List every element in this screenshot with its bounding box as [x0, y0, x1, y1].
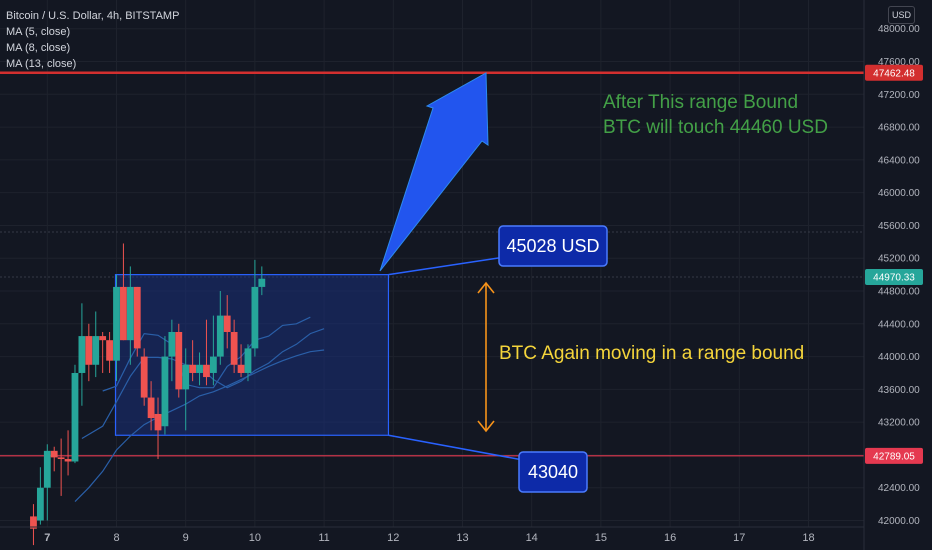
- y-tick-label: 46000.00: [878, 188, 920, 199]
- symbol-title[interactable]: Bitcoin / U.S. Dollar, 4h, BITSTAMP: [6, 10, 180, 22]
- callout-support-label: 43040: [528, 462, 578, 482]
- x-tick-label: 13: [456, 532, 468, 544]
- candle-body: [113, 286, 120, 361]
- x-tick-label: 18: [802, 532, 814, 544]
- y-tick-label: 48000.00: [878, 24, 920, 35]
- note-line-1[interactable]: After This range Bound: [603, 92, 798, 113]
- x-tick-label: 9: [183, 532, 189, 544]
- candle-body: [209, 356, 217, 373]
- double-arrow-head-top: [477, 281, 495, 294]
- ma8-legend[interactable]: MA (8, close): [6, 42, 71, 54]
- candle-body: [50, 450, 58, 458]
- candle-body: [258, 278, 266, 287]
- candle-body: [196, 364, 203, 373]
- y-tick-label: 43600.00: [878, 385, 920, 396]
- x-tick-label: 11: [318, 532, 329, 544]
- candle-body: [85, 336, 93, 365]
- candle-body: [126, 286, 134, 341]
- candle-body: [30, 516, 37, 529]
- candle-body: [133, 286, 141, 349]
- y-tick-label: 46800.00: [878, 123, 920, 134]
- x-tick-label: 12: [387, 532, 399, 544]
- y-tick-label: 45600.00: [878, 221, 920, 232]
- candle-body: [175, 331, 183, 390]
- candle-body: [189, 364, 197, 373]
- y-tick-label: 46400.00: [878, 155, 920, 166]
- currency-button[interactable]: USD: [888, 6, 915, 24]
- callout-line-top: [388, 256, 506, 276]
- price-axis[interactable]: 42000.0042400.0042800.0043200.0043600.00…: [863, 0, 923, 550]
- time-axis[interactable]: 7 8 9 10 11 12 13 14 15 16 17 18: [0, 526, 864, 544]
- candle-body: [251, 286, 259, 349]
- x-tick-label: 16: [664, 532, 676, 544]
- y-tick-label: 47600.00: [878, 57, 920, 68]
- candle-body: [43, 450, 51, 488]
- y-tick-label: 44000.00: [878, 352, 920, 363]
- x-tick-label: 14: [526, 532, 538, 544]
- candle-body: [71, 372, 79, 462]
- candle-body: [36, 487, 44, 521]
- y-tick-label: 43200.00: [878, 418, 920, 429]
- callout-line-bottom: [388, 434, 524, 461]
- ma13-legend[interactable]: MA (13, close): [6, 58, 77, 70]
- candle-body: [78, 336, 86, 373]
- price-tag-support: 42789.05: [873, 451, 915, 462]
- x-tick-label: 8: [113, 532, 119, 544]
- candle-body: [120, 286, 127, 341]
- chart-legend: Bitcoin / U.S. Dollar, 4h, BITSTAMP MA (…: [6, 8, 179, 72]
- candle-body: [237, 364, 245, 373]
- candle-body: [203, 364, 210, 378]
- candle-body: [161, 356, 169, 427]
- candle-body: [244, 348, 252, 373]
- candle-body: [92, 336, 100, 365]
- candle-body: [140, 356, 148, 398]
- callout-resistance-box[interactable]: [498, 225, 608, 267]
- price-tag-last-bg: [865, 269, 923, 286]
- target-arrow[interactable]: [379, 72, 489, 272]
- note-line-2[interactable]: BTC will touch 44460 USD: [603, 117, 828, 138]
- price-tag-last: 44970.33: [873, 273, 915, 284]
- price-tag-resistance-bg: [865, 64, 923, 81]
- double-arrow-head-bottom: [477, 420, 495, 433]
- y-tick-label: 42400.00: [878, 483, 920, 494]
- price-tag-support-bg: [865, 447, 923, 464]
- candle-body: [147, 397, 155, 419]
- x-tick-label: 10: [249, 532, 261, 544]
- callout-support-box[interactable]: [518, 451, 588, 493]
- x-tick-label: 15: [595, 532, 607, 544]
- ma-line: [74, 349, 325, 503]
- candle-body: [106, 340, 113, 361]
- candles: [30, 243, 266, 546]
- y-tick-label: 42000.00: [878, 516, 920, 527]
- x-tick-label: 17: [733, 532, 745, 544]
- candle-body: [223, 315, 231, 332]
- candle-body: [168, 331, 176, 357]
- candle-body: [99, 336, 107, 341]
- candle-body: [154, 413, 162, 431]
- price-tag-resistance: 47462.48: [873, 68, 915, 79]
- candle-body: [182, 364, 190, 390]
- x-tick-label: 7: [44, 532, 50, 544]
- ma5-legend[interactable]: MA (5, close): [6, 26, 71, 38]
- candle-body: [57, 457, 65, 460]
- candle-body: [64, 459, 72, 462]
- y-tick-label: 45200.00: [878, 254, 920, 265]
- y-tick-label: 44800.00: [878, 287, 920, 298]
- candle-body: [230, 331, 238, 365]
- callout-resistance-label: 45028 USD: [506, 236, 599, 256]
- range-note[interactable]: BTC Again moving in a range bound: [499, 343, 804, 364]
- candle-body: [216, 315, 224, 357]
- drawings[interactable]: 45028 USD 43040 After This range Bound BTC …: [379, 72, 828, 493]
- y-tick-label: 47200.00: [878, 90, 920, 101]
- y-tick-label: 44400.00: [878, 319, 920, 330]
